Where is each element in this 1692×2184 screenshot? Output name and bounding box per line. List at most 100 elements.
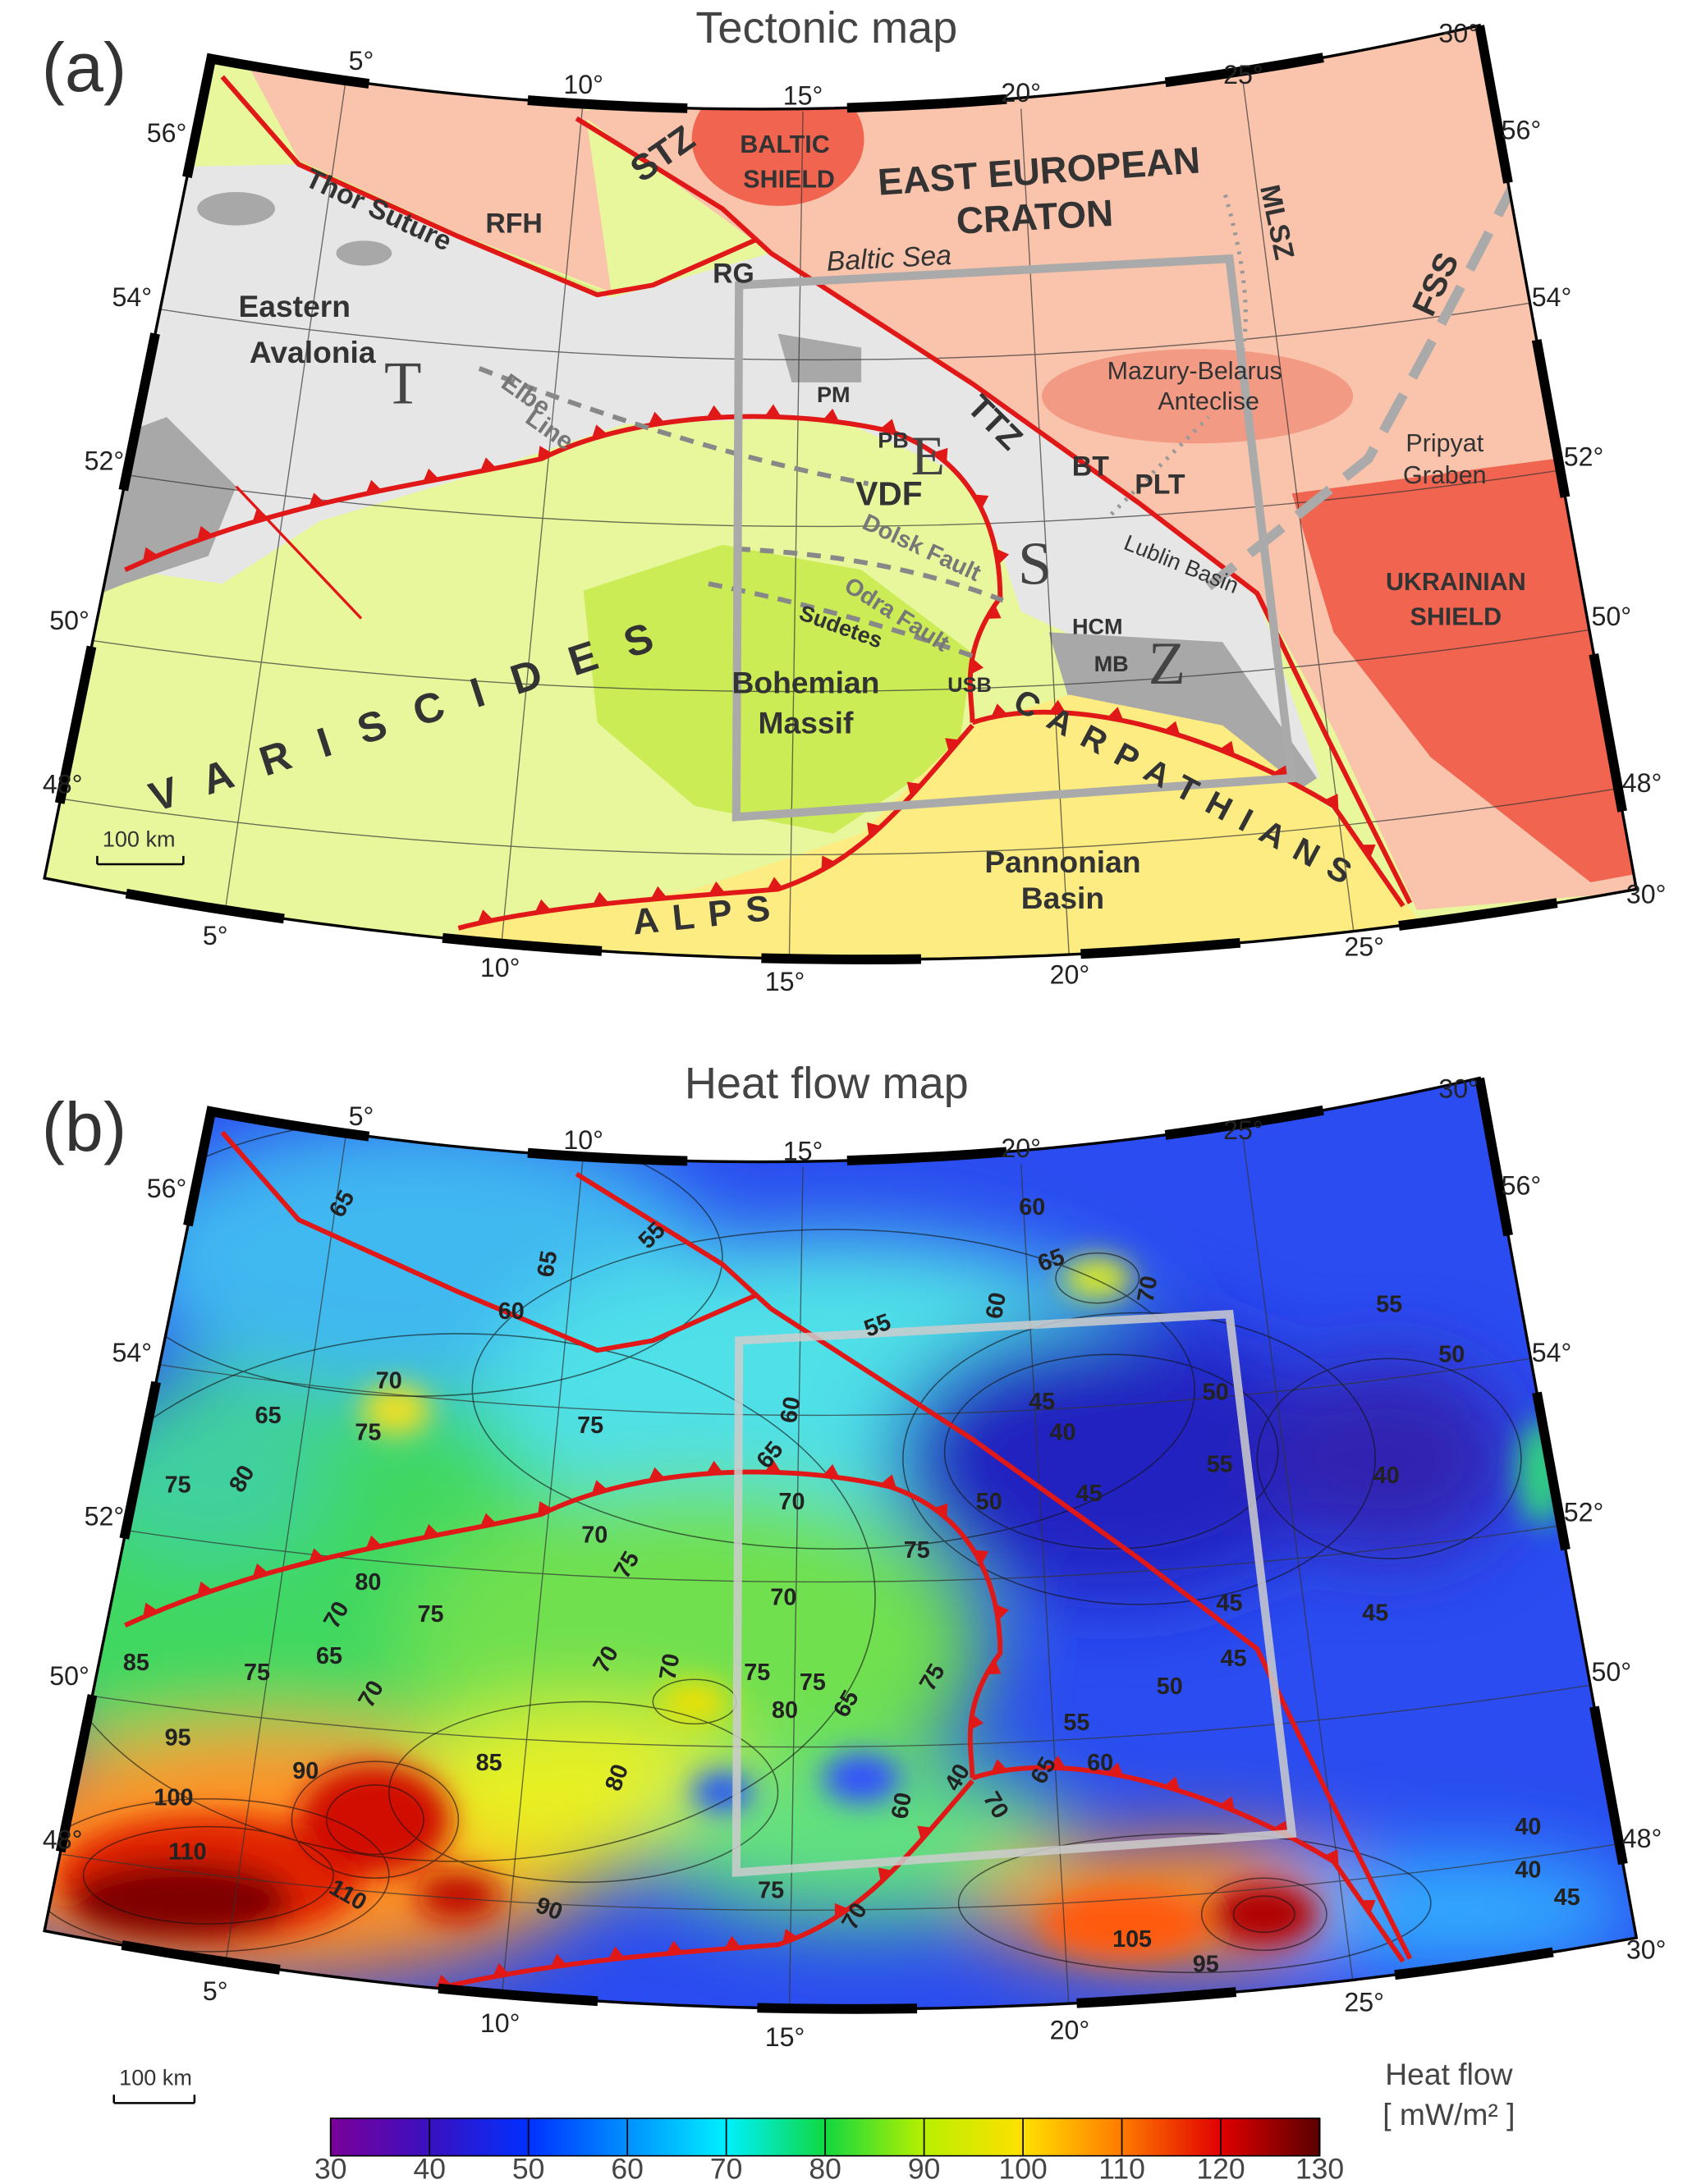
heat-spot [416, 1870, 501, 1921]
contour-label: 50 [976, 1489, 1002, 1515]
thrust-tooth [995, 1604, 1010, 1621]
contour-label: 80 [772, 1697, 798, 1724]
contour-line [943, 1353, 1279, 1550]
contour-label: 85 [123, 1650, 149, 1676]
contour-label: 75 [244, 1660, 270, 1686]
contour-label: 45 [1029, 1389, 1055, 1415]
contour-line [388, 1701, 779, 1884]
thrust-tooth [995, 548, 1010, 565]
contour-label: 55 [1376, 1292, 1402, 1318]
thrust-tooth [365, 1535, 383, 1550]
contour-line [291, 1760, 460, 1880]
colorbar-tick-label: 70 [710, 2153, 743, 2184]
faults [478, 366, 1004, 658]
graticule-label: 15° [765, 2022, 805, 2052]
contour-label: 75 [418, 1601, 444, 1628]
study-box [731, 1309, 1297, 1877]
contour-label: 45 [1554, 1884, 1580, 1911]
contour-line [957, 1833, 1432, 1974]
graticule-label: 56° [1502, 116, 1542, 145]
contour-label: 65 [316, 1643, 342, 1669]
tectonic-map [44, 25, 1637, 960]
contour-label: 75 [904, 1537, 930, 1564]
map-label: RFH [485, 208, 543, 240]
thrust-tooth [1107, 1762, 1124, 1777]
contour-label: 40 [1515, 1857, 1541, 1883]
contour-label: 105 [1112, 1926, 1152, 1953]
contour-label: 100 [154, 1784, 194, 1811]
contour-label: 70 [1132, 1274, 1162, 1304]
colorbar-tick-label: 50 [512, 2153, 545, 2184]
contour-label: 50 [1203, 1379, 1229, 1405]
graticule-label: 15° [783, 80, 823, 110]
contour-label: 55 [1207, 1451, 1233, 1477]
contour-label: 70 [779, 1489, 805, 1515]
thrust-tooth [537, 446, 553, 461]
colorbar-segment [1023, 2118, 1122, 2156]
thrust-tooth [365, 479, 383, 494]
scale-bar [112, 2095, 196, 2104]
thrust-tooth [906, 781, 922, 797]
contour-label: 60 [498, 1298, 525, 1325]
thrust-tooth [945, 738, 961, 753]
thrust-tooth [1163, 1776, 1181, 1792]
heat-blob [888, 1320, 1334, 1598]
contour-label: 65 [255, 1403, 282, 1429]
contour-label: 55 [1063, 1710, 1089, 1736]
graticule-label: 25° [1344, 932, 1384, 962]
graticule-label: 54° [1532, 1338, 1572, 1367]
thrust-tooth [648, 411, 665, 426]
map-label: SHIELD [1410, 603, 1502, 631]
graticule-label: 5° [349, 1101, 374, 1131]
graticule-label: 50° [1592, 1657, 1632, 1687]
contour-label: 70 [770, 1585, 796, 1611]
map-label: PB [878, 428, 909, 453]
heat-spot [69, 1861, 292, 1939]
graticule-label: 30° [1438, 18, 1479, 48]
contour-label: 60 [1087, 1750, 1113, 1776]
graticule-label: 10° [480, 2008, 520, 2038]
map-frame-ticks [39, 19, 1643, 964]
heat-spot [360, 1385, 431, 1435]
thrust-tooth [666, 1940, 683, 1954]
contour-line [1200, 1877, 1327, 1951]
colorbar-unit: [ mW/m² ] [1382, 2097, 1515, 2131]
thrust-tooth [973, 1550, 989, 1565]
thrust-tooth [1360, 1899, 1376, 1914]
tesz-area [44, 164, 1320, 779]
graticule-label: 52° [85, 1501, 125, 1531]
thrust-tooth [591, 424, 608, 439]
thrust-tooth [309, 492, 325, 507]
heat-blob [1263, 1361, 1515, 1556]
heat-spot [822, 1752, 901, 1803]
contour-label: 60 [981, 1290, 1011, 1321]
map-label: VDF [855, 474, 922, 512]
thrust-tooth [973, 494, 989, 510]
thrust-tooth [821, 855, 836, 871]
thrust-tooth [706, 405, 723, 419]
map-label: SHIELD [743, 166, 835, 194]
map-label: Avalonia [250, 335, 376, 369]
thrust-tooth [970, 657, 984, 675]
colorbar-tick-label: 120 [1196, 2153, 1245, 2184]
contour-label: 75 [744, 1660, 770, 1686]
contour-line [82, 1825, 334, 1925]
map-frame-ticks [39, 1072, 1643, 2014]
thrust-tooth [252, 1563, 269, 1578]
thrust-tooth [650, 886, 667, 900]
bohemian-massif [583, 544, 973, 834]
contour-label: 70 [581, 1522, 608, 1549]
colorbar-tick-label: 60 [611, 2153, 644, 2184]
thrust-tooth [880, 1474, 897, 1489]
heat-spot [659, 1682, 730, 1722]
colorbar-title: Heat flow [1385, 2057, 1512, 2091]
map-label: Pannonian [984, 845, 1140, 879]
colorbar-segment [825, 2118, 924, 2156]
thrust-tooth [878, 1867, 893, 1883]
colorbar-segment [627, 2118, 727, 2156]
thrust-tooth [823, 1463, 840, 1478]
contour-line [471, 1229, 1195, 1550]
thrust-tooth [917, 1825, 933, 1841]
contour-label: 70 [654, 1651, 685, 1682]
contour-label: 60 [887, 1790, 917, 1820]
